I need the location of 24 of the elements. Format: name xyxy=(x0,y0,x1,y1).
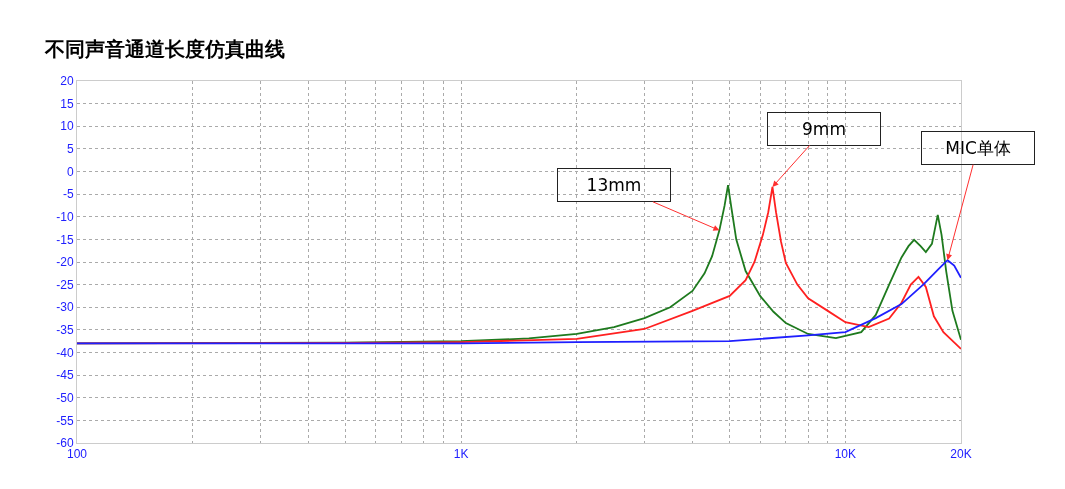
y-tick-label: -40 xyxy=(56,345,74,360)
y-tick-label: -25 xyxy=(56,277,74,292)
y-tick-label: -10 xyxy=(56,209,74,224)
y-tick-label: -50 xyxy=(56,390,74,405)
x-tick-label: 10K xyxy=(834,447,857,462)
y-tick-label: -55 xyxy=(56,413,74,428)
chart-title: 不同声音通道长度仿真曲线 xyxy=(43,36,285,61)
y-tick-label: 15 xyxy=(60,96,74,111)
y-tick-label: -5 xyxy=(62,187,74,202)
y-tick-label: -15 xyxy=(56,232,74,247)
x-tick-label: 1K xyxy=(453,447,469,462)
y-tick-label: 10 xyxy=(60,119,74,134)
y-tick-label: 20 xyxy=(60,74,74,89)
y-tick-label: -30 xyxy=(56,300,74,315)
y-tick-label: -35 xyxy=(56,323,74,338)
y-tick-label: -20 xyxy=(56,255,74,270)
annotation: 9mm xyxy=(802,119,846,139)
x-tick-label: 20K xyxy=(950,447,972,462)
annotation: MIC单体 xyxy=(945,138,1011,158)
y-tick-label: -45 xyxy=(56,368,74,383)
y-tick-label: 0 xyxy=(66,164,74,179)
annotation: 13mm xyxy=(586,175,642,195)
x-tick-label: 100 xyxy=(66,447,88,462)
y-tick-label: 5 xyxy=(66,142,74,157)
